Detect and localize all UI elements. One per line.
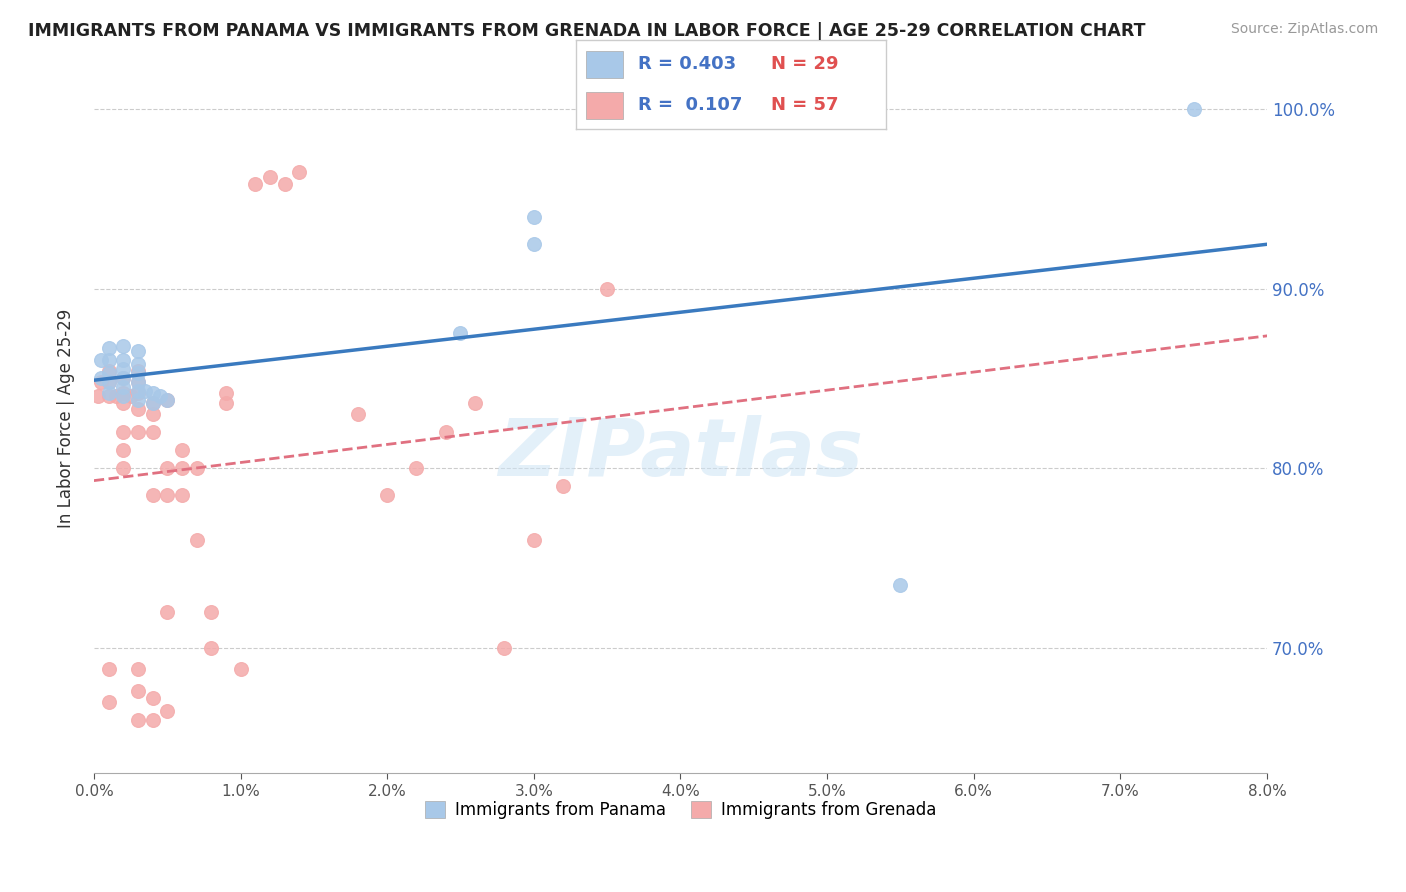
Point — [156, 704, 179, 718]
Text: N = 29: N = 29 — [772, 55, 839, 73]
Point — [288, 165, 311, 179]
Point — [127, 662, 149, 676]
Point — [142, 713, 165, 727]
Point — [156, 461, 179, 475]
Text: R = 0.403: R = 0.403 — [638, 55, 737, 73]
Point — [156, 392, 179, 407]
Point — [127, 375, 149, 389]
Point — [170, 488, 193, 502]
Point — [215, 396, 238, 410]
Point — [142, 396, 165, 410]
Point — [170, 443, 193, 458]
Point — [229, 662, 252, 676]
Point — [142, 385, 165, 400]
Point — [90, 371, 112, 385]
Point — [434, 425, 457, 440]
Point — [553, 479, 575, 493]
Point — [170, 461, 193, 475]
Text: N = 57: N = 57 — [772, 96, 839, 114]
Point — [127, 375, 149, 389]
Point — [200, 605, 222, 619]
Point — [127, 401, 149, 416]
Point — [375, 488, 398, 502]
Point — [523, 210, 546, 224]
Point — [112, 425, 135, 440]
Point — [127, 713, 149, 727]
Point — [1182, 102, 1205, 116]
Legend: Immigrants from Panama, Immigrants from Grenada: Immigrants from Panama, Immigrants from … — [418, 794, 943, 825]
Point — [112, 371, 135, 385]
Point — [97, 385, 120, 400]
Point — [156, 392, 179, 407]
Point — [127, 366, 149, 380]
Y-axis label: In Labor Force | Age 25-29: In Labor Force | Age 25-29 — [58, 310, 75, 528]
Point — [523, 533, 546, 547]
Point — [347, 407, 370, 421]
Point — [200, 640, 222, 655]
Point — [142, 396, 165, 410]
Point — [142, 407, 165, 421]
Point — [112, 353, 135, 368]
Point — [112, 339, 135, 353]
Text: Source: ZipAtlas.com: Source: ZipAtlas.com — [1230, 22, 1378, 37]
Point — [186, 461, 208, 475]
Point — [87, 389, 110, 403]
Point — [112, 371, 135, 385]
Point — [112, 389, 135, 403]
Point — [245, 178, 267, 192]
Point — [104, 389, 127, 403]
Point — [127, 385, 149, 400]
Point — [186, 533, 208, 547]
Text: IMMIGRANTS FROM PANAMA VS IMMIGRANTS FROM GRENADA IN LABOR FORCE | AGE 25-29 COR: IMMIGRANTS FROM PANAMA VS IMMIGRANTS FRO… — [28, 22, 1146, 40]
Point — [127, 425, 149, 440]
Point — [97, 353, 120, 368]
Text: ZIPatlas: ZIPatlas — [498, 415, 863, 493]
FancyBboxPatch shape — [586, 51, 623, 78]
Point — [97, 341, 120, 355]
Point — [97, 662, 120, 676]
Point — [523, 236, 546, 251]
Point — [127, 683, 149, 698]
Point — [259, 170, 281, 185]
Point — [156, 605, 179, 619]
Point — [156, 488, 179, 502]
Point — [112, 443, 135, 458]
Point — [90, 375, 112, 389]
Point — [142, 425, 165, 440]
Point — [596, 281, 619, 295]
Point — [142, 488, 165, 502]
Point — [112, 362, 135, 376]
Point — [127, 364, 149, 378]
Point — [97, 364, 120, 378]
Point — [405, 461, 427, 475]
Point — [112, 461, 135, 475]
Point — [127, 392, 149, 407]
FancyBboxPatch shape — [586, 92, 623, 119]
Point — [97, 375, 120, 389]
Point — [97, 375, 120, 389]
Point — [889, 578, 911, 592]
Point — [112, 385, 135, 400]
Point — [215, 385, 238, 400]
Point — [494, 640, 516, 655]
Point — [97, 695, 120, 709]
Point — [142, 691, 165, 706]
Point — [149, 389, 172, 403]
Point — [127, 344, 149, 359]
Point — [273, 178, 295, 192]
Point — [127, 384, 149, 398]
Point — [90, 353, 112, 368]
Point — [450, 326, 472, 341]
Point — [97, 389, 120, 403]
Point — [134, 384, 156, 398]
Point — [112, 380, 135, 394]
Point — [120, 389, 142, 403]
Text: R =  0.107: R = 0.107 — [638, 96, 742, 114]
Point — [97, 366, 120, 380]
Point — [464, 396, 486, 410]
Point — [127, 357, 149, 371]
Point — [112, 396, 135, 410]
